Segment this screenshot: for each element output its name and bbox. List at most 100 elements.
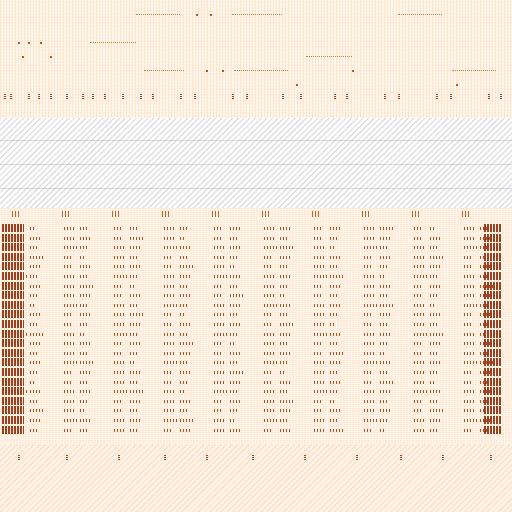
grid-cell-mark xyxy=(130,342,142,346)
grid-cell-mark xyxy=(330,390,339,394)
grid-cell-mark xyxy=(430,255,443,259)
grid-cell-mark xyxy=(464,380,473,384)
grid-cell-mark xyxy=(180,236,186,240)
grid-cell xyxy=(458,301,496,310)
grid-cell-mark xyxy=(180,371,192,374)
grid-cell-mark xyxy=(314,342,322,346)
grid-cell xyxy=(408,349,446,358)
grid-cell-mark xyxy=(430,332,443,336)
grid-cell-mark xyxy=(230,390,237,394)
grid-cell xyxy=(208,397,246,406)
grid-cell-mark xyxy=(80,313,92,317)
grid-cell xyxy=(208,368,246,377)
grid-cell xyxy=(408,387,446,396)
grid-cell-mark xyxy=(314,246,324,250)
grid-cell-mark xyxy=(280,428,292,432)
grid-cell-mark xyxy=(30,409,43,413)
grid-cell-mark xyxy=(414,399,422,403)
grid-cell-mark xyxy=(464,313,472,317)
grid-cell-mark xyxy=(280,409,290,413)
grid-cell-mark xyxy=(430,227,436,230)
grid-column-header xyxy=(312,211,320,217)
header-tick xyxy=(398,93,400,99)
grid-cell-mark xyxy=(280,227,291,230)
grid-cell xyxy=(108,234,146,243)
grid-cell xyxy=(308,339,346,348)
grid-cell-mark xyxy=(164,371,172,374)
grid-cell xyxy=(458,406,496,415)
grid-cell-mark xyxy=(464,265,473,269)
grid-cell-mark xyxy=(114,399,122,403)
grid-cell-mark xyxy=(430,399,438,403)
grid-cell xyxy=(408,224,446,233)
grid-cell-mark xyxy=(330,332,341,336)
grid-cell-mark xyxy=(480,380,487,384)
grid-cell xyxy=(108,339,146,348)
pattern-grid xyxy=(0,208,512,444)
grid-cell xyxy=(258,291,296,300)
header-tick xyxy=(334,93,336,99)
grid-cell xyxy=(358,406,396,415)
grid-cell xyxy=(108,310,146,319)
grid-cell-mark xyxy=(264,294,276,298)
grid-cell-mark xyxy=(364,342,375,346)
grid-cell xyxy=(358,368,396,377)
grid-cell-mark xyxy=(30,351,37,355)
grid-cell xyxy=(358,349,396,358)
grid-cell-mark xyxy=(380,227,393,230)
grid-cell-mark xyxy=(64,371,72,374)
grid-cell-mark xyxy=(430,419,440,422)
grid-cell-mark xyxy=(280,399,293,403)
grid-cell xyxy=(308,291,346,300)
grid-cell xyxy=(108,368,146,377)
grid-column-header xyxy=(362,211,370,217)
header-dot xyxy=(28,42,30,44)
grid-cell-mark xyxy=(180,342,193,346)
grid-cell xyxy=(158,301,196,310)
grid-cell xyxy=(58,243,96,252)
grid-cell-mark xyxy=(464,371,472,374)
grid-cell xyxy=(158,262,196,271)
grid-cell-mark xyxy=(380,361,391,365)
grid-cell xyxy=(108,378,146,387)
grid-cell-mark xyxy=(230,371,243,374)
grid-cell-mark xyxy=(380,284,391,288)
grid-cell xyxy=(308,253,346,262)
grid-cell-mark xyxy=(164,390,174,394)
grid-row-key xyxy=(2,233,24,242)
header-tick xyxy=(232,93,234,99)
grid-cell-mark xyxy=(80,342,91,346)
grid-cell xyxy=(358,378,396,387)
grid-cell xyxy=(458,378,496,387)
grid-cell xyxy=(158,310,196,319)
grid-cell-mark xyxy=(64,399,75,403)
grid-row-key xyxy=(484,224,502,232)
footer-tick xyxy=(252,454,254,460)
grid-cell-mark xyxy=(464,390,474,394)
grid-cell xyxy=(358,320,396,329)
grid-cell-mark xyxy=(114,361,124,365)
grid-cell-mark xyxy=(214,255,225,259)
grid-cell-mark xyxy=(230,380,240,384)
grid-cell xyxy=(408,330,446,339)
grid-cell-mark xyxy=(414,236,423,240)
grid-column-header xyxy=(262,211,270,217)
grid-cell-mark xyxy=(130,390,143,394)
grid-cell xyxy=(258,282,296,291)
grid-cell xyxy=(158,406,196,415)
grid-cell-mark xyxy=(180,428,190,432)
grid-cell-mark xyxy=(214,284,222,288)
grid-cell xyxy=(458,224,496,233)
grid-cell xyxy=(308,262,346,271)
grid-cell xyxy=(358,310,396,319)
grid-cell-mark xyxy=(380,409,392,413)
grid-cell xyxy=(258,234,296,243)
grid-column xyxy=(254,208,302,444)
grid-cell-mark xyxy=(430,342,440,346)
grid-cell xyxy=(58,387,96,396)
grid-row-key xyxy=(484,233,502,242)
grid-cell-mark xyxy=(30,380,36,384)
grid-cell-mark xyxy=(430,390,441,394)
grid-cell-mark xyxy=(164,332,174,336)
grid-cell-mark xyxy=(230,265,236,269)
